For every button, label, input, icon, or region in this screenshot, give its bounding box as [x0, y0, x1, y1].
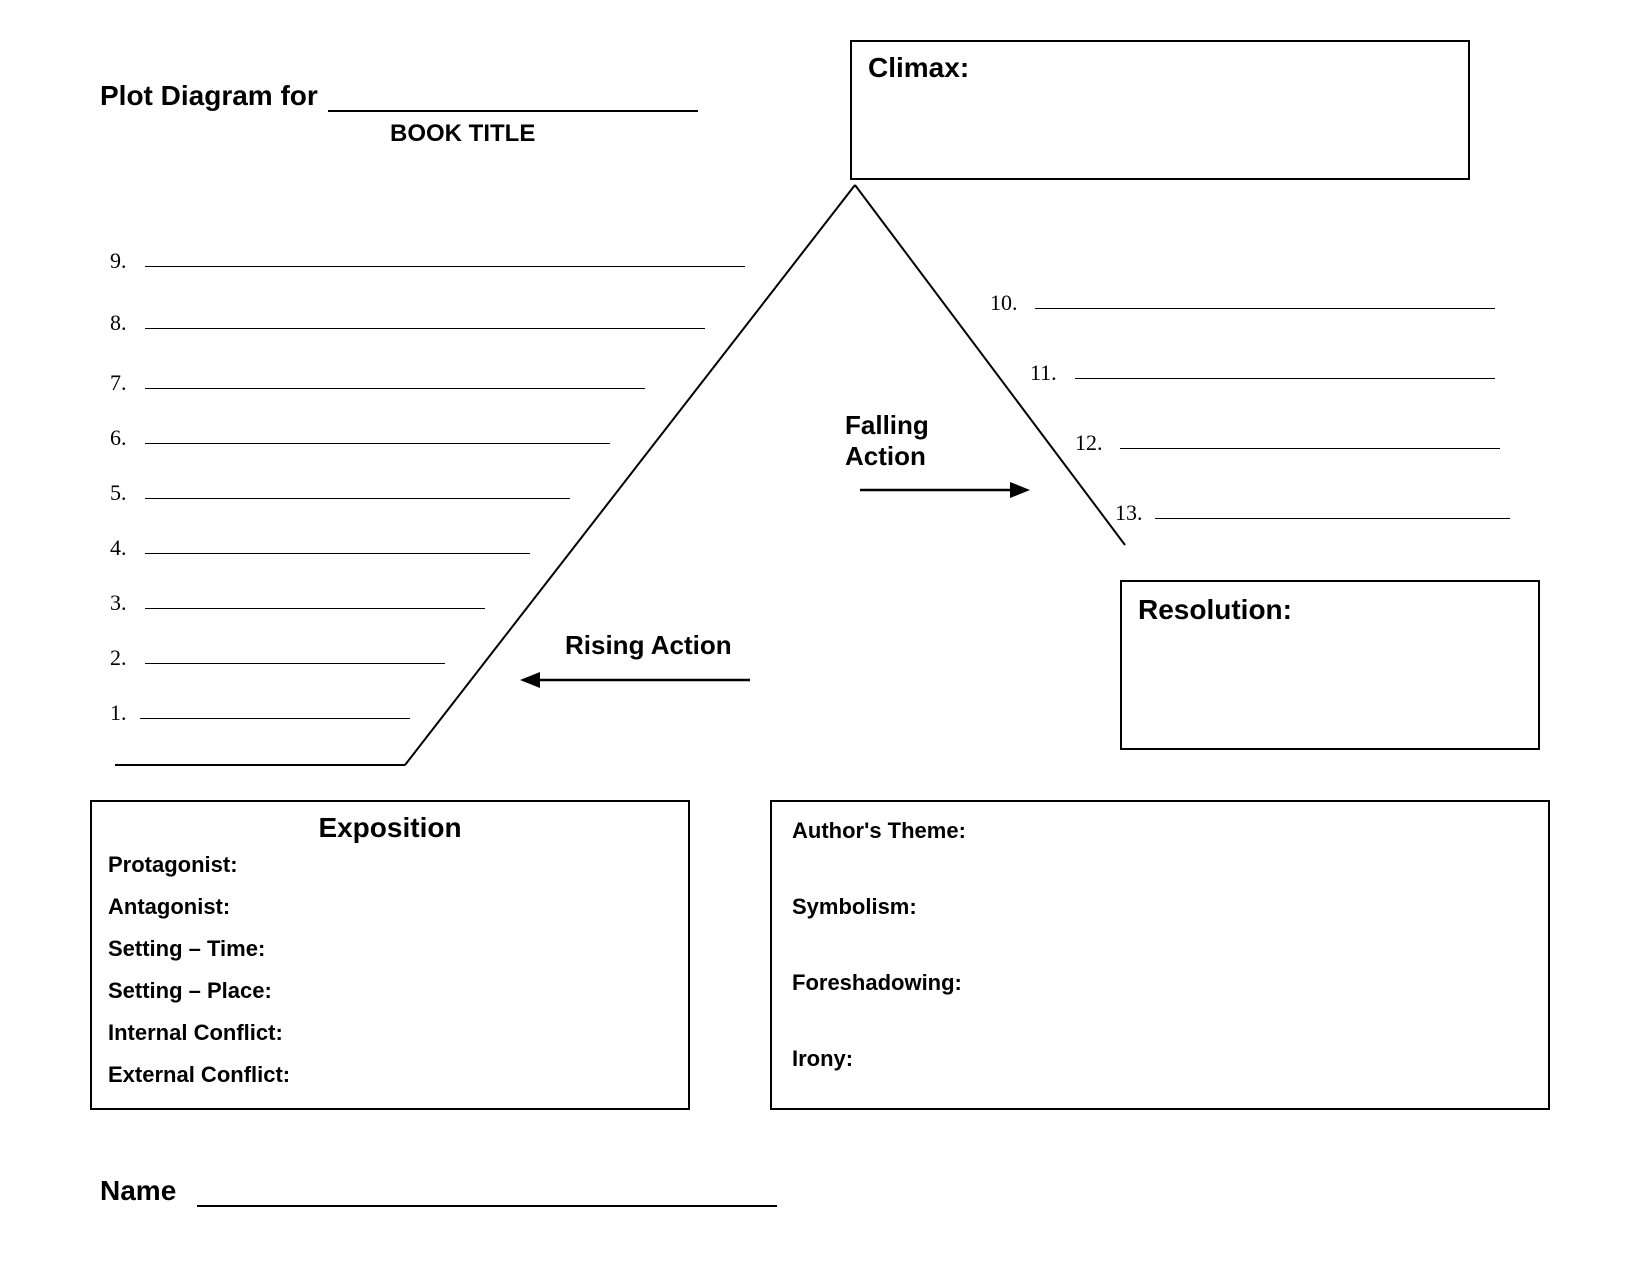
theme-field: Foreshadowing:: [792, 970, 1528, 996]
falling-label-line2: Action: [845, 441, 929, 472]
rising-number: 3.: [110, 590, 127, 616]
name-label: Name: [100, 1175, 176, 1206]
name-blank: [197, 1181, 777, 1207]
rising-number: 2.: [110, 645, 127, 671]
falling-blank-line: [1075, 378, 1495, 379]
rising-number: 6.: [110, 425, 127, 451]
rising-number: 1.: [110, 700, 127, 726]
exposition-field: Protagonist:: [108, 852, 672, 878]
theme-field: Author's Theme:: [792, 818, 1528, 844]
falling-blank-line: [1035, 308, 1495, 309]
rising-blank-line: [145, 266, 745, 267]
theme-field: Symbolism:: [792, 894, 1528, 920]
falling-blank-line: [1155, 518, 1510, 519]
theme-box: Author's Theme: Symbolism: Foreshadowing: I…: [770, 800, 1550, 1110]
falling-number: 12.: [1075, 430, 1103, 456]
rising-blank-line: [145, 388, 645, 389]
falling-blank-line: [1120, 448, 1500, 449]
theme-field: Irony:: [792, 1046, 1528, 1072]
exposition-box: Exposition Protagonist: Antagonist: Settin…: [90, 800, 690, 1110]
rising-action-label: Rising Action: [565, 630, 732, 661]
plot-triangle: [0, 0, 1650, 900]
rising-number: 8.: [110, 310, 127, 336]
resolution-box: Resolution:: [1120, 580, 1540, 750]
exposition-field: Internal Conflict:: [108, 1020, 672, 1046]
rising-blank-line: [145, 663, 445, 664]
falling-label-line1: Falling: [845, 410, 929, 441]
rising-number: 9.: [110, 248, 127, 274]
exposition-title: Exposition: [108, 812, 672, 844]
exposition-field: Setting – Place:: [108, 978, 672, 1004]
falling-action-label: Falling Action: [845, 410, 929, 472]
rising-blank-line: [145, 443, 610, 444]
falling-number: 11.: [1030, 360, 1057, 386]
falling-number: 13.: [1115, 500, 1143, 526]
rising-blank-line: [145, 328, 705, 329]
rising-blank-line: [145, 608, 485, 609]
exposition-field: Antagonist:: [108, 894, 672, 920]
rising-blank-line: [145, 498, 570, 499]
resolution-label: Resolution:: [1138, 594, 1292, 625]
rising-number: 5.: [110, 480, 127, 506]
rising-number: 4.: [110, 535, 127, 561]
rising-blank-line: [140, 718, 410, 719]
rising-number: 7.: [110, 370, 127, 396]
falling-number: 10.: [990, 290, 1018, 316]
exposition-field: External Conflict:: [108, 1062, 672, 1088]
exposition-field: Setting – Time:: [108, 936, 672, 962]
rising-blank-line: [145, 553, 530, 554]
